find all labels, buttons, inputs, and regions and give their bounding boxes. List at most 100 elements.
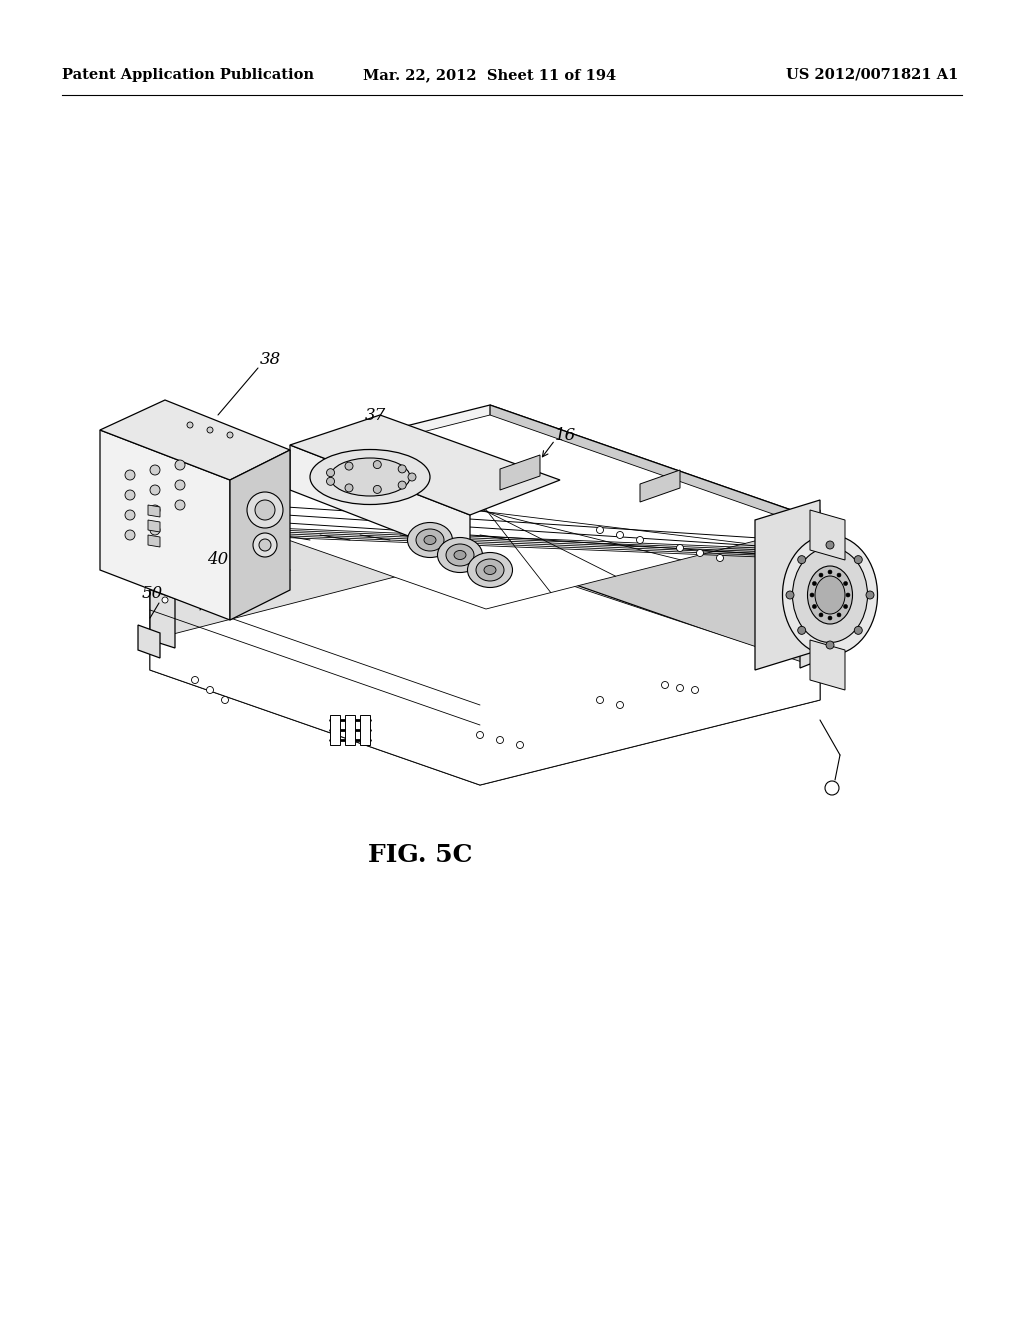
Ellipse shape — [330, 458, 410, 496]
Polygon shape — [490, 405, 820, 671]
Circle shape — [837, 573, 841, 577]
Text: 37: 37 — [365, 407, 386, 424]
Ellipse shape — [454, 550, 466, 560]
Ellipse shape — [424, 536, 436, 544]
Circle shape — [819, 612, 823, 616]
Circle shape — [637, 536, 643, 544]
Circle shape — [810, 593, 814, 597]
Circle shape — [825, 781, 839, 795]
Text: 16: 16 — [554, 426, 575, 444]
Circle shape — [125, 531, 135, 540]
Circle shape — [819, 573, 823, 577]
Circle shape — [162, 568, 168, 573]
Ellipse shape — [416, 529, 444, 550]
Text: Mar. 22, 2012  Sheet 11 of 194: Mar. 22, 2012 Sheet 11 of 194 — [364, 69, 616, 82]
Ellipse shape — [437, 537, 482, 573]
Circle shape — [162, 582, 168, 587]
Circle shape — [516, 742, 523, 748]
Circle shape — [253, 533, 278, 557]
Circle shape — [175, 459, 185, 470]
Circle shape — [207, 426, 213, 433]
Circle shape — [207, 686, 213, 693]
Ellipse shape — [476, 558, 504, 581]
Circle shape — [812, 605, 816, 609]
Ellipse shape — [793, 548, 867, 643]
Ellipse shape — [484, 565, 496, 574]
Circle shape — [221, 697, 228, 704]
Circle shape — [691, 686, 698, 693]
Polygon shape — [360, 715, 370, 744]
Circle shape — [150, 506, 160, 515]
Circle shape — [327, 469, 335, 477]
Circle shape — [597, 697, 603, 704]
Circle shape — [846, 593, 850, 597]
Polygon shape — [640, 470, 680, 502]
Polygon shape — [100, 400, 290, 480]
Polygon shape — [150, 640, 820, 785]
Polygon shape — [150, 490, 480, 755]
Circle shape — [812, 582, 816, 586]
Ellipse shape — [808, 566, 853, 624]
Circle shape — [374, 486, 381, 494]
Polygon shape — [150, 405, 820, 605]
Text: 38: 38 — [259, 351, 281, 368]
Polygon shape — [330, 715, 340, 744]
Text: 40: 40 — [208, 552, 228, 569]
Text: FIG. 5C: FIG. 5C — [368, 843, 472, 867]
Polygon shape — [800, 510, 820, 668]
Circle shape — [175, 480, 185, 490]
Polygon shape — [810, 510, 845, 560]
Circle shape — [125, 490, 135, 500]
Circle shape — [150, 484, 160, 495]
Circle shape — [374, 461, 381, 469]
Polygon shape — [290, 414, 560, 515]
Circle shape — [497, 737, 504, 743]
Circle shape — [597, 527, 603, 533]
Circle shape — [125, 470, 135, 480]
Circle shape — [255, 500, 275, 520]
Polygon shape — [500, 455, 540, 490]
Circle shape — [837, 612, 841, 616]
Circle shape — [175, 500, 185, 510]
Circle shape — [398, 480, 407, 490]
Polygon shape — [230, 450, 290, 620]
Circle shape — [191, 676, 199, 684]
Text: 50: 50 — [141, 585, 163, 602]
Polygon shape — [290, 445, 470, 560]
Polygon shape — [100, 430, 230, 620]
Circle shape — [844, 605, 848, 609]
Ellipse shape — [310, 450, 430, 504]
Text: Patent Application Publication: Patent Application Publication — [62, 69, 314, 82]
Circle shape — [616, 532, 624, 539]
Ellipse shape — [468, 553, 512, 587]
Circle shape — [408, 473, 416, 480]
Polygon shape — [165, 414, 810, 609]
Circle shape — [345, 462, 353, 470]
Circle shape — [717, 554, 724, 561]
Circle shape — [662, 681, 669, 689]
Circle shape — [844, 582, 848, 586]
Circle shape — [616, 701, 624, 709]
Polygon shape — [148, 506, 160, 517]
Circle shape — [398, 465, 407, 473]
Circle shape — [162, 507, 168, 513]
Polygon shape — [810, 640, 845, 690]
Polygon shape — [148, 535, 160, 546]
Circle shape — [786, 591, 794, 599]
Circle shape — [227, 432, 233, 438]
Polygon shape — [138, 624, 160, 657]
Ellipse shape — [446, 544, 474, 566]
Circle shape — [696, 549, 703, 557]
Circle shape — [828, 616, 831, 620]
Circle shape — [826, 541, 834, 549]
Polygon shape — [345, 715, 355, 744]
Ellipse shape — [408, 523, 453, 557]
Circle shape — [826, 642, 834, 649]
Circle shape — [677, 685, 683, 692]
Circle shape — [677, 544, 683, 552]
Circle shape — [854, 556, 862, 564]
Circle shape — [854, 627, 862, 635]
Circle shape — [866, 591, 874, 599]
Circle shape — [327, 478, 335, 486]
Circle shape — [476, 731, 483, 738]
